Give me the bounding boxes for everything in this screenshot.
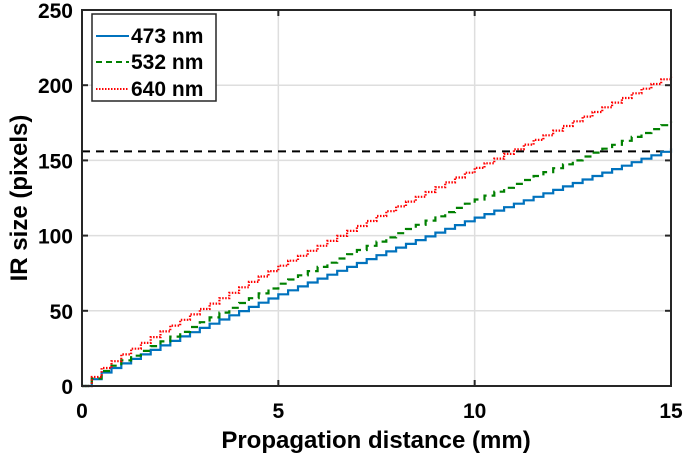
series-line-473nm <box>82 148 673 388</box>
y-tick-label: 200 <box>38 75 73 98</box>
y-tick-label: 100 <box>38 226 73 249</box>
legend-label: 473 nm <box>131 25 203 48</box>
y-tick-label: 150 <box>38 150 73 173</box>
x-tick-label: 0 <box>76 400 88 423</box>
axis-ticks <box>81 9 672 387</box>
legend-label: 640 nm <box>131 78 203 101</box>
x-tick-label: 10 <box>463 400 486 423</box>
legend-item-640nm: 640 nm <box>96 78 203 101</box>
y-tick-labels: 0 50 100 150 200 250 <box>38 0 73 399</box>
legend-item-473nm: 473 nm <box>96 25 203 48</box>
plot-frame <box>81 9 672 387</box>
x-tick-labels: 0 5 10 15 <box>76 400 683 423</box>
legend-box <box>91 13 217 102</box>
y-tick-label: 50 <box>50 301 73 324</box>
x-tick-label: 5 <box>272 400 284 423</box>
series-line-532nm <box>82 121 673 388</box>
x-axis-label: Propagation distance (mm) <box>221 427 530 454</box>
y-axis-label: IR size (pixels) <box>6 115 33 282</box>
legend-item-532nm: 532 nm <box>96 51 203 74</box>
legend-label: 532 nm <box>131 51 203 74</box>
x-tick-label: 15 <box>659 400 683 423</box>
legend: 473 nm 532 nm 640 nm <box>91 13 217 102</box>
y-tick-label: 0 <box>61 376 73 399</box>
y-tick-label: 250 <box>38 0 73 23</box>
data-series <box>82 74 673 388</box>
